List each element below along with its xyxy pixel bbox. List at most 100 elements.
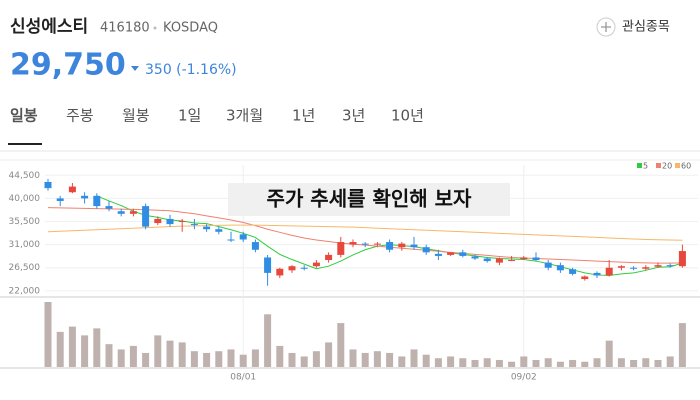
legend-swatch xyxy=(637,163,642,168)
candle-body xyxy=(569,269,577,274)
legend-swatch xyxy=(675,163,680,168)
candle-body xyxy=(325,254,333,261)
legend-label: 20 xyxy=(662,162,672,171)
volume-bar xyxy=(593,358,601,367)
volume-bar xyxy=(422,354,430,367)
candle-body xyxy=(251,242,259,250)
candle-body xyxy=(142,206,150,227)
candle-body xyxy=(117,211,125,214)
volume-bar xyxy=(410,349,418,367)
candle-body xyxy=(105,206,113,209)
candle-body xyxy=(532,257,540,261)
candle-body xyxy=(276,268,284,276)
candle-body xyxy=(178,220,186,222)
stock-code: 416180 xyxy=(100,21,150,36)
volume-bar xyxy=(471,359,479,367)
volume-bar xyxy=(190,351,198,367)
volume-bar xyxy=(483,358,491,367)
volume-bar xyxy=(495,359,503,367)
candle-body xyxy=(642,267,650,269)
volume-bar xyxy=(532,359,540,367)
candle-body xyxy=(459,252,467,256)
candle-body xyxy=(654,265,662,267)
volume-bar xyxy=(276,345,284,367)
candle-body xyxy=(264,257,272,273)
stock-name: 신성에스티 xyxy=(10,17,88,37)
volume-bar xyxy=(642,358,650,367)
volume-bar xyxy=(398,356,406,367)
volume-bar xyxy=(129,345,137,367)
volume-bar xyxy=(544,358,552,367)
price: 29,750 xyxy=(10,48,126,83)
candle-body xyxy=(129,211,137,214)
volume-bar xyxy=(508,361,516,367)
volume-bar xyxy=(93,328,101,367)
price-change: 350 (-1.16%) xyxy=(145,62,237,78)
volume-bar xyxy=(569,359,577,367)
candle-body xyxy=(544,262,552,268)
y-tick-label: 44,500 xyxy=(9,171,41,181)
tab[interactable]: 일봉 xyxy=(10,107,38,125)
volume-bar xyxy=(142,352,150,367)
y-tick-label: 40,000 xyxy=(9,194,41,204)
candle-body xyxy=(410,244,418,248)
volume-bar xyxy=(300,356,308,367)
volume-bar xyxy=(666,356,674,367)
watch-icon[interactable] xyxy=(596,17,616,37)
candle-body xyxy=(349,242,357,245)
volume-bar xyxy=(459,358,467,367)
candle-body xyxy=(81,195,89,199)
x-tick-label: 08/01 xyxy=(230,373,256,383)
candle-body xyxy=(434,253,442,256)
tab[interactable]: 월봉 xyxy=(122,107,150,125)
volume-bar xyxy=(178,342,186,367)
volume-bar xyxy=(630,359,638,367)
volume-bar xyxy=(239,354,247,367)
overlay-box xyxy=(228,183,510,216)
volume-bar xyxy=(337,323,345,367)
volume-bar xyxy=(520,356,528,367)
candle-body xyxy=(56,198,64,201)
volume-bar xyxy=(264,314,272,367)
candle-body xyxy=(361,243,369,245)
candle-body xyxy=(386,242,394,250)
candle-body xyxy=(227,239,235,241)
plus xyxy=(601,22,611,32)
volume-bar xyxy=(617,358,625,367)
volume-bar xyxy=(447,356,455,367)
volume-bar xyxy=(105,344,113,367)
candle-body xyxy=(593,272,601,276)
y-tick-label: 26,500 xyxy=(9,263,41,273)
candle-body xyxy=(288,266,296,271)
candle-body xyxy=(337,242,345,255)
volume-bar xyxy=(154,335,162,367)
candle-body xyxy=(312,262,320,267)
volume-bar xyxy=(373,351,381,367)
watch-button[interactable]: 관심종목 xyxy=(622,20,670,35)
tab[interactable]: 1일 xyxy=(178,107,201,125)
volume-bar xyxy=(166,340,174,367)
tab[interactable]: 10년 xyxy=(391,107,424,125)
tab[interactable]: 3개월 xyxy=(226,107,263,125)
volume-bar xyxy=(56,331,64,367)
candle-body xyxy=(300,267,308,269)
tab[interactable]: 주봉 xyxy=(66,107,94,125)
volume-bar xyxy=(227,349,235,367)
tab[interactable]: 1년 xyxy=(292,107,315,125)
candle-body xyxy=(630,267,638,269)
separator-dot xyxy=(153,26,157,30)
volume-bar xyxy=(605,340,613,367)
volume-bar xyxy=(251,349,259,367)
candle-body xyxy=(154,218,162,224)
moving-average xyxy=(47,224,683,241)
candle-body xyxy=(471,256,479,259)
tab[interactable]: 3년 xyxy=(342,107,365,125)
x-tick-label: 09/02 xyxy=(511,373,537,383)
volume-bar xyxy=(581,361,589,367)
candle-body xyxy=(678,251,686,267)
tabs: 일봉 주봉 월봉 1일 3개월 1년 3년 10년 xyxy=(10,107,424,125)
candle-body xyxy=(666,265,674,267)
candle-body xyxy=(215,229,223,232)
